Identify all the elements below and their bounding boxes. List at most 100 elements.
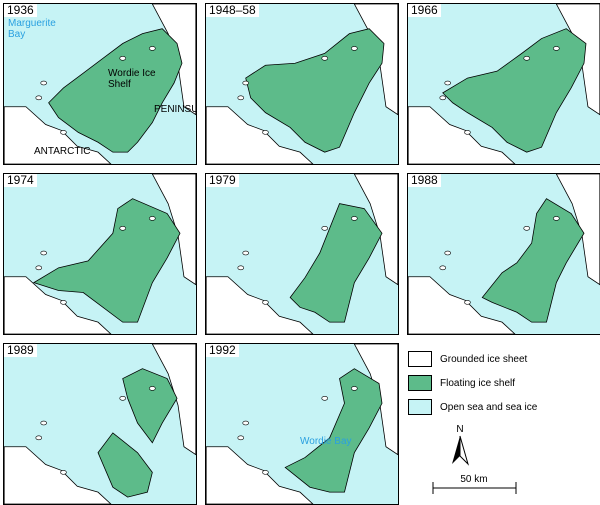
year-label: 1979 [206, 174, 239, 187]
map-panel: 1989 [3, 343, 197, 505]
island [262, 130, 269, 135]
map-panel: 1966 [407, 3, 600, 165]
island [60, 130, 67, 135]
ice-shelf [122, 368, 178, 444]
island [149, 46, 156, 51]
grounded-ice [206, 106, 314, 164]
map [206, 344, 398, 504]
grounded-ice [408, 106, 516, 164]
island [40, 250, 47, 256]
island [351, 386, 358, 391]
island [351, 216, 358, 221]
island [40, 80, 47, 86]
map-annotation: ANTARCTIC [34, 146, 91, 157]
island [242, 420, 249, 426]
legend-swatch [408, 399, 432, 415]
island [464, 300, 471, 305]
island [60, 470, 67, 475]
grounded-ice [4, 446, 112, 504]
map-panel: 1974 [3, 173, 197, 335]
ice-shelf [48, 28, 183, 153]
north-label: N [456, 424, 463, 435]
island [119, 226, 126, 231]
ice-shelf [284, 368, 383, 493]
island [119, 396, 126, 401]
map-panel: 1948–58 [205, 3, 399, 165]
island [321, 226, 328, 231]
island [523, 226, 530, 231]
ice-shelf [32, 198, 181, 323]
island [439, 265, 447, 271]
north-arrow [459, 435, 470, 466]
ice-shelf [442, 28, 587, 153]
island [237, 265, 245, 271]
grounded-ice [4, 106, 112, 164]
map [4, 4, 196, 164]
legend-swatch [408, 375, 432, 391]
island [149, 386, 156, 391]
year-label: 1988 [408, 174, 441, 187]
island [444, 80, 451, 86]
ice-shelf [481, 198, 585, 323]
island [439, 95, 447, 101]
north-and-scale: N 50 km [432, 424, 517, 494]
year-label: 1936 [4, 4, 37, 17]
ice-shelf [245, 28, 385, 153]
map-annotation: PENINSULA [154, 104, 196, 115]
grounded-ice [206, 446, 314, 504]
map-panel: 1992 Wordie Bay [205, 343, 399, 505]
ice-shelf [289, 203, 383, 323]
map-panel: 1936 Marguerite Bay Wordie Ice Shelf ANTARC… [3, 3, 197, 165]
legend-item: Floating ice shelf [408, 375, 515, 391]
map-annotation: Wordie Ice Shelf [108, 68, 156, 90]
island [242, 250, 249, 256]
island [464, 130, 471, 135]
legend-item: Open sea and sea ice [408, 399, 537, 415]
scale-label: 50 km [460, 474, 487, 485]
legend-swatch [408, 351, 432, 367]
map [206, 4, 398, 164]
grounded-ice [206, 276, 314, 334]
year-label: 1992 [206, 344, 239, 357]
island [35, 95, 43, 101]
island [35, 265, 43, 271]
map [408, 174, 600, 334]
map [206, 174, 398, 334]
legend-label: Open sea and sea ice [440, 401, 538, 413]
grounded-ice [151, 174, 196, 286]
grounded-ice [151, 4, 196, 116]
island [149, 216, 156, 221]
legend: Grounded ice sheet Floating ice shelf Open… [408, 345, 598, 500]
grounded-ice [408, 276, 516, 334]
year-label: 1974 [4, 174, 37, 187]
grounded-ice [353, 174, 398, 286]
year-label: 1948–58 [206, 4, 259, 17]
island [351, 46, 358, 51]
island [553, 216, 560, 221]
island [237, 435, 245, 441]
grounded-ice [151, 344, 196, 456]
ice-shelf [97, 432, 153, 498]
island [553, 46, 560, 51]
island [60, 300, 67, 305]
map [408, 4, 600, 164]
island [444, 250, 451, 256]
year-label: 1966 [408, 4, 441, 17]
grounded-ice [353, 344, 398, 456]
map [4, 344, 196, 504]
map-annotation: Wordie Bay [300, 436, 352, 447]
grounded-ice [555, 174, 600, 286]
grounded-ice [4, 276, 112, 334]
island [237, 95, 245, 101]
island [523, 56, 530, 61]
island [35, 435, 43, 441]
island [40, 420, 47, 426]
island [119, 56, 126, 61]
north-arrow [452, 436, 460, 464]
island [321, 396, 328, 401]
map-panel: 1988 [407, 173, 600, 335]
legend-item: Grounded ice sheet [408, 351, 527, 367]
year-label: 1989 [4, 344, 37, 357]
map [4, 174, 196, 334]
